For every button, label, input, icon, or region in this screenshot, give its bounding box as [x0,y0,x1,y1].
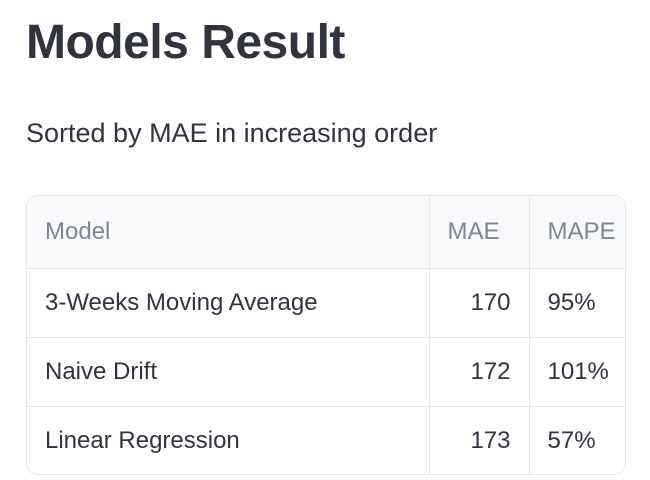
cell-mae[interactable]: 172 [429,337,530,407]
results-table: Model MAE MAPE 3-Weeks Moving Average 17… [26,195,626,475]
column-header-model[interactable]: Model [27,196,430,269]
cell-mae[interactable]: 173 [429,406,530,474]
cell-model[interactable]: Linear Regression [27,406,430,474]
table-header-row: Model MAE MAPE [27,196,625,269]
table-row: Linear Regression 173 57% [27,406,625,474]
table-row: 3-Weeks Moving Average 170 95% [27,268,625,338]
cell-model[interactable]: 3-Weeks Moving Average [27,268,430,338]
cell-mape[interactable]: 57% [547,426,596,454]
cell-mape[interactable]: 101% [529,337,625,407]
column-header-mae[interactable]: MAE [429,196,530,269]
cell-model[interactable]: Naive Drift [27,337,430,407]
page-title: Models Result [26,16,345,69]
cell-mape[interactable]: 95% [529,268,625,338]
page-subtitle: Sorted by MAE in increasing order [26,118,438,148]
results-table-grid: Model MAE MAPE 3-Weeks Moving Average 17… [27,196,625,474]
cell-mae[interactable]: 170 [429,268,530,338]
column-header-mape[interactable]: MAPE [529,196,625,269]
table-row: Naive Drift 172 101% [27,337,625,407]
